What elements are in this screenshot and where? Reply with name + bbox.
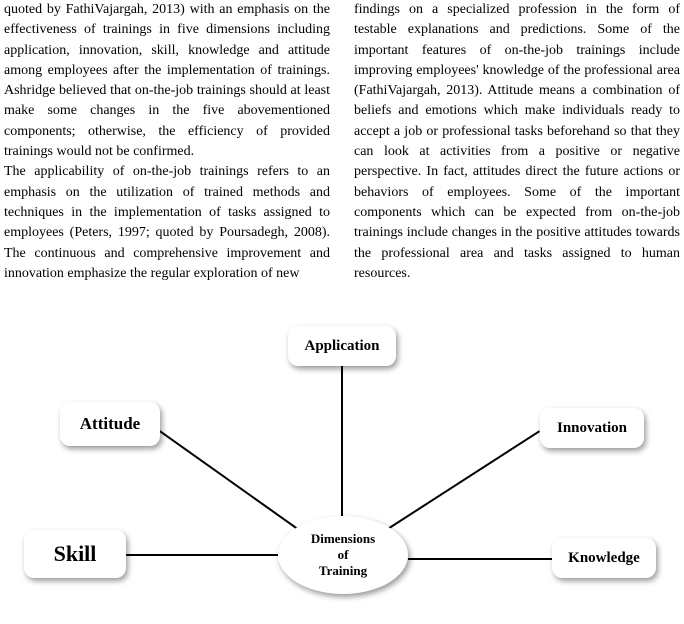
diagram-center-node: DimensionsofTraining xyxy=(278,516,408,594)
training-dimensions-diagram: Application Innovation Knowledge Attitude Sk… xyxy=(0,320,684,624)
diagram-node-attitude: Attitude xyxy=(60,402,160,446)
diagram-connector xyxy=(159,430,298,529)
left-column: quoted by FathiVajargah, 2013) with an e… xyxy=(4,0,330,320)
diagram-connector xyxy=(387,431,540,530)
diagram-connector xyxy=(408,558,552,560)
text-columns: quoted by FathiVajargah, 2013) with an e… xyxy=(0,0,684,320)
diagram-connector xyxy=(126,554,278,556)
diagram-node-innovation: Innovation xyxy=(540,408,644,448)
right-column: findings on a specialized profession in … xyxy=(354,0,680,320)
diagram-node-knowledge: Knowledge xyxy=(552,538,656,578)
diagram-connector xyxy=(342,366,344,516)
diagram-node-application: Application xyxy=(288,326,396,366)
diagram-node-skill: Skill xyxy=(24,530,126,578)
